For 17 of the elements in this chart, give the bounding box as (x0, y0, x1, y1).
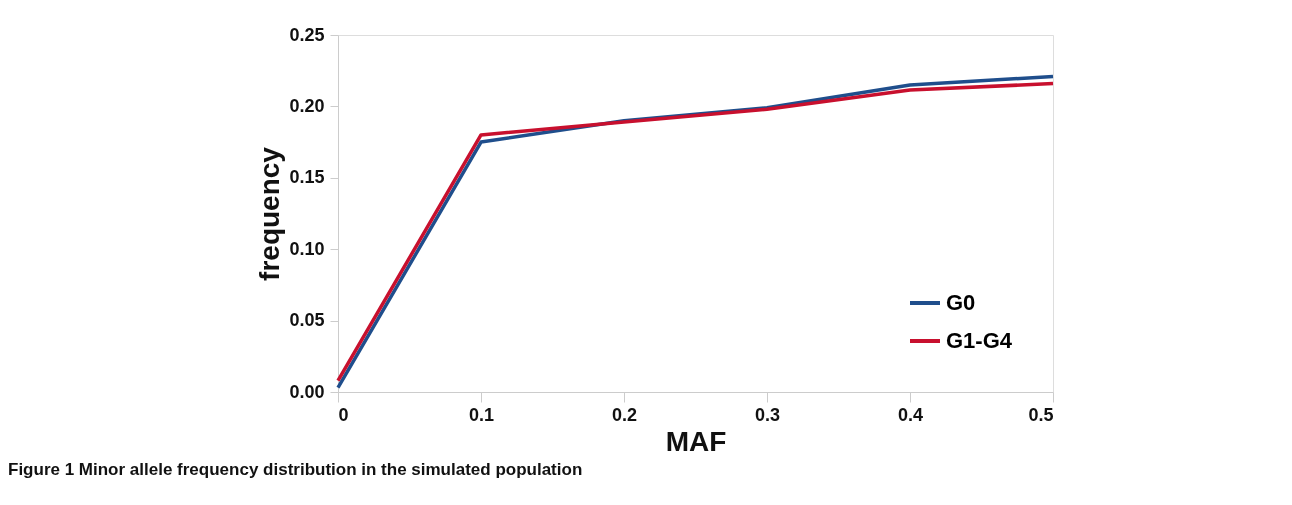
y-tick-label: 0.15 (289, 167, 325, 188)
legend-label: G1-G4 (946, 328, 1013, 353)
x-tick-label: 0.3 (754, 404, 781, 425)
legend-label: G0 (946, 290, 976, 315)
y-axis-title: frequency (254, 146, 286, 281)
y-tick-label: 0.25 (289, 24, 325, 45)
caption: Figure 1 Minor allele frequency distribution in the simulated population (8, 460, 583, 479)
y-tick-label: 0.10 (289, 238, 325, 259)
x-tick-label: 0.1 (468, 404, 495, 425)
x-axis-title: MAF (665, 425, 727, 457)
y-tick-label: 0.20 (289, 95, 325, 116)
y-tick-label: 0.05 (289, 310, 325, 331)
x-tick-label: 0.4 (897, 404, 924, 425)
y-tick-label: 0.00 (289, 381, 325, 402)
x-tick-label: 0.2 (611, 404, 638, 425)
x-tick-label: 0 (338, 404, 349, 425)
x-tick-label: 0.5 (1028, 404, 1054, 425)
